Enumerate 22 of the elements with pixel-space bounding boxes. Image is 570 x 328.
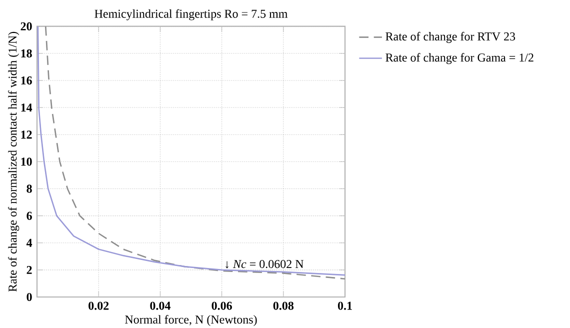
x-axis-title: Normal force, N (Newtons): [125, 315, 257, 326]
x-tick-label: 0.1: [338, 302, 352, 310]
annotation: ↓ Nc = 0.0602 N: [226, 260, 304, 268]
y-tick-label: 20: [20, 22, 32, 30]
x-tick-label: 0.04: [150, 302, 170, 310]
y-tick-label: 12: [21, 130, 32, 139]
y-tick-label: 0: [26, 292, 32, 302]
x-tick-label: 0.08: [273, 302, 294, 310]
legend-label: Rate of change for RTV 23: [386, 32, 516, 43]
x-tick-label: 0.06: [212, 302, 232, 310]
y-tick-label: 16: [21, 76, 32, 84]
y-tick-label: 8: [26, 184, 32, 193]
y-axis-title: Rate of change of normalized contact half width (1/N): [8, 32, 20, 292]
y-tick-label: 6: [26, 212, 32, 220]
y-tick-label: 10: [21, 158, 32, 166]
y-tick-label: 2: [26, 266, 32, 274]
x-tick-label: 0.02: [88, 302, 109, 310]
y-tick-label: 18: [21, 49, 32, 58]
y-tick-label: 14: [21, 104, 32, 112]
chart-title: Hemicylindrical fingertips Ro = 7.5 mm: [94, 9, 288, 20]
y-tick-label: 4: [26, 238, 32, 247]
legend-label: Rate of change for Gama = 1/2: [386, 53, 534, 64]
